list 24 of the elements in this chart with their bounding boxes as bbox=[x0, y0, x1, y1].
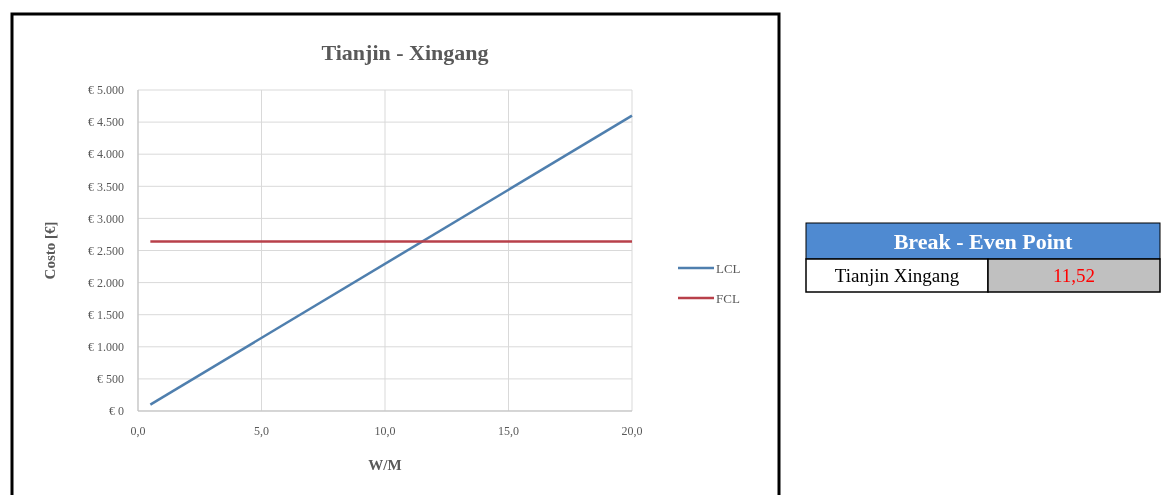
y-tick-label: € 500 bbox=[97, 372, 124, 387]
y-tick-label: € 1.000 bbox=[88, 340, 124, 354]
y-tick-label: € 1.500 bbox=[88, 307, 124, 322]
x-axis-title: W/M bbox=[368, 457, 402, 473]
text: Break - Even Point bbox=[893, 229, 1073, 254]
chart-title: Tianjin - Xingang bbox=[321, 40, 489, 65]
y-tick-label: € 5.000 bbox=[88, 83, 124, 98]
legend-label: LCL bbox=[716, 260, 741, 276]
y-tick-label: € 3.000 bbox=[88, 211, 124, 226]
y-tick-label: € 0 bbox=[109, 404, 124, 419]
y-tick-label: € 2.500 bbox=[88, 243, 124, 258]
y-tick-label: € 4.500 bbox=[88, 115, 124, 130]
x-tick-label: 10,0 bbox=[374, 424, 396, 438]
text: Tianjin Xingang bbox=[834, 265, 960, 286]
x-tick-label: 5,0 bbox=[254, 424, 269, 438]
x-tick-label: 20,0 bbox=[621, 424, 643, 438]
y-tick-label: € 4.000 bbox=[88, 147, 124, 162]
x-tick-label: 0,0 bbox=[130, 424, 146, 438]
y-axis-title: Costo [€] bbox=[42, 221, 58, 280]
x-tick-label: 15,0 bbox=[498, 424, 519, 438]
legend-label: FCL bbox=[716, 290, 740, 306]
y-tick-label: € 3.500 bbox=[88, 179, 124, 194]
y-tick-label: € 2.000 bbox=[88, 275, 124, 290]
text: 11,52 bbox=[1052, 265, 1096, 286]
